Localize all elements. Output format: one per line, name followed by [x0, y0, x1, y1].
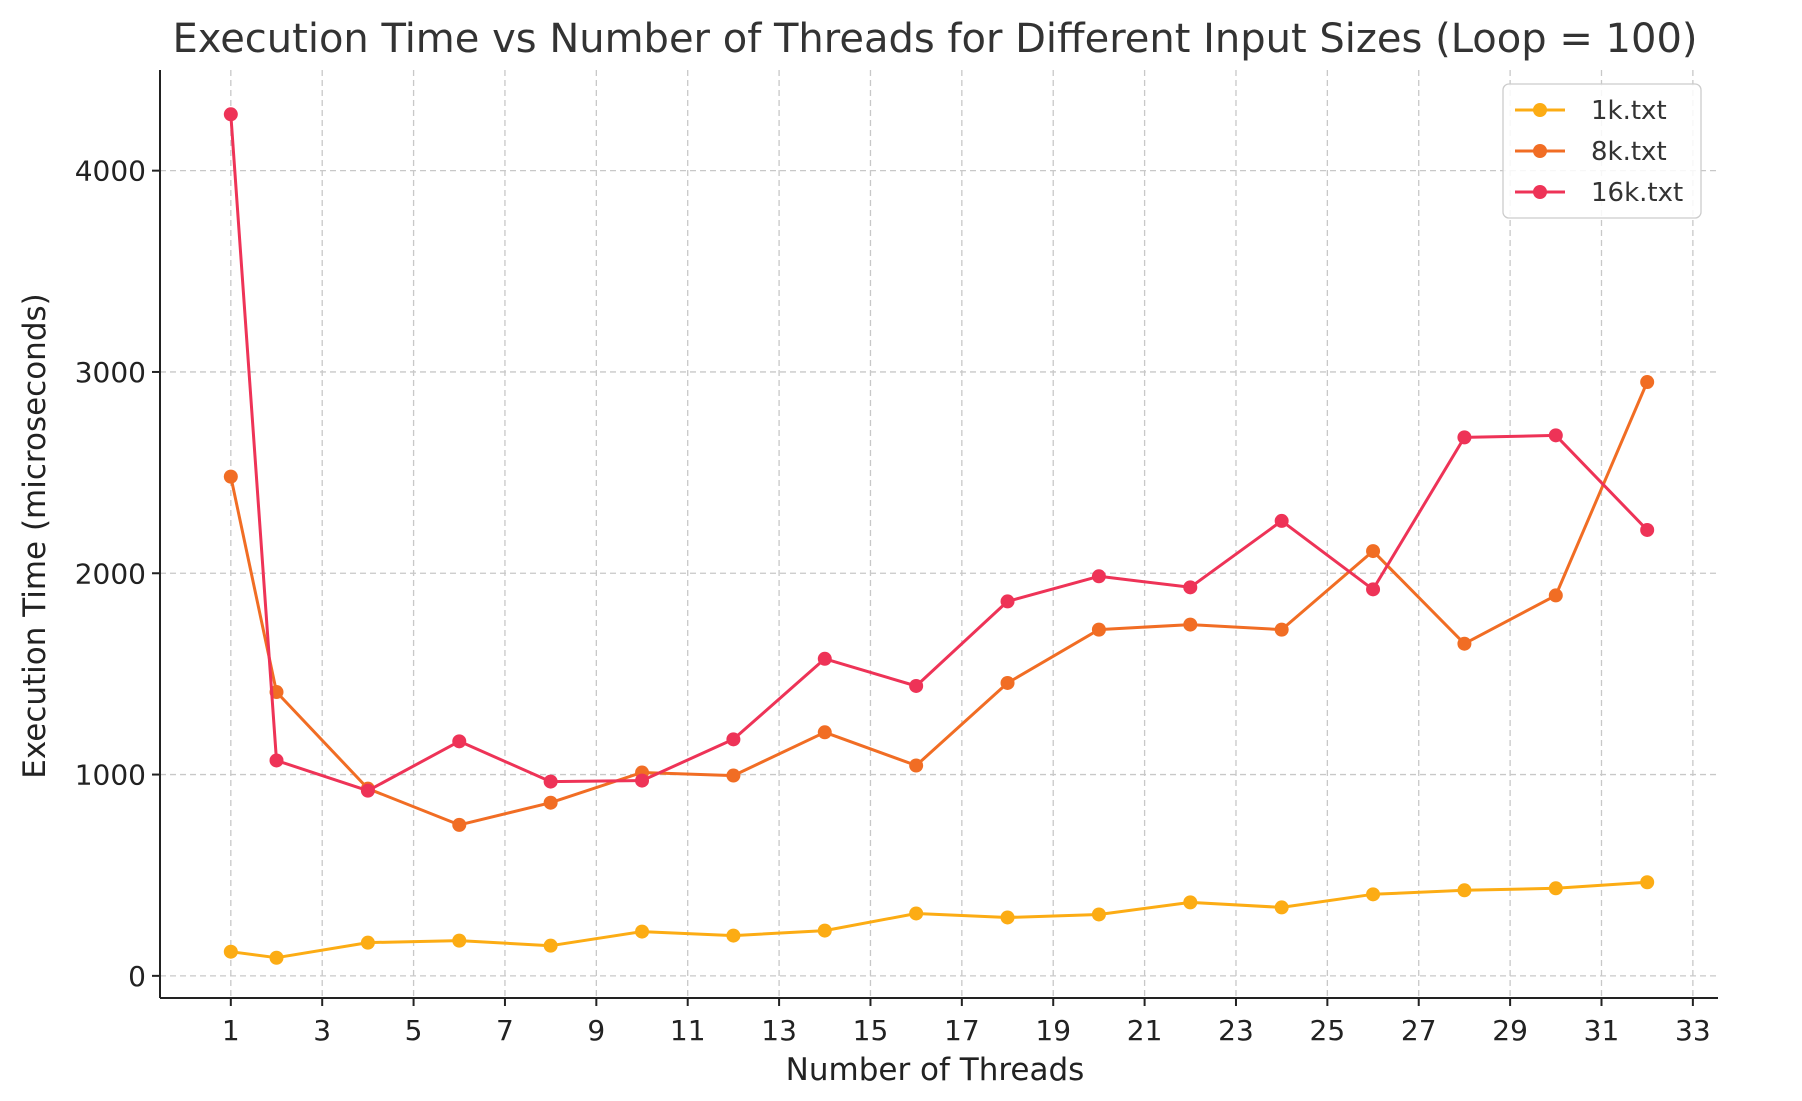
data-point [360, 935, 375, 950]
y-tick-label: 3000 [75, 356, 146, 389]
legend-item: 16k.txt [1515, 178, 1683, 208]
y-tick-label: 2000 [75, 557, 146, 590]
data-point [726, 768, 741, 783]
data-point [543, 774, 558, 789]
x-tick-label: 27 [1401, 1014, 1437, 1047]
y-tick-label: 4000 [75, 155, 146, 188]
data-point [1457, 430, 1472, 445]
chart-title: Execution Time vs Number of Threads for … [172, 16, 1697, 62]
data-point [452, 734, 467, 749]
legend-label: 8k.txt [1591, 137, 1667, 167]
data-point [1183, 580, 1198, 595]
data-point [1091, 907, 1106, 922]
data-point [269, 950, 284, 965]
data-point [1366, 582, 1381, 597]
series-line [230, 880, 1648, 960]
x-tick-label: 25 [1310, 1014, 1346, 1047]
legend-label: 1k.txt [1591, 96, 1667, 126]
data-point [726, 928, 741, 943]
series-1k.txt [223, 875, 1655, 965]
data-point [543, 938, 558, 953]
series-16k.txt [223, 107, 1655, 798]
data-point [223, 469, 238, 484]
data-point [1457, 883, 1472, 898]
x-tick-label: 29 [1492, 1014, 1528, 1047]
x-tick-label: 19 [1035, 1014, 1071, 1047]
legend-item: 8k.txt [1515, 137, 1667, 167]
data-point [1000, 594, 1015, 609]
data-point [817, 651, 832, 666]
data-point [635, 924, 650, 939]
series-8k.txt [223, 375, 1655, 832]
data-point [223, 107, 238, 122]
x-tick-label: 7 [496, 1014, 514, 1047]
axes: 1 3 5 7 9 11 13 15 17 19 21 23 25 27 29 31 3301000200030… [75, 70, 1718, 1047]
x-tick-label: 15 [853, 1014, 889, 1047]
data-point [1183, 895, 1198, 910]
y-tick-label: 1000 [75, 759, 146, 792]
x-tick-label: 1 [222, 1014, 240, 1047]
legend-swatch-marker [1533, 103, 1547, 117]
data-point [635, 773, 650, 788]
data-point [1640, 522, 1655, 537]
data-point [1640, 375, 1655, 390]
data-point [1548, 881, 1563, 896]
x-tick-label: 11 [670, 1014, 706, 1047]
data-point [452, 933, 467, 948]
legend-item: 1k.txt [1515, 96, 1667, 126]
series-line [229, 381, 1649, 827]
legend-swatch-marker [1533, 144, 1547, 158]
data-point [1091, 569, 1106, 584]
data-point [452, 817, 467, 832]
data-point [1091, 622, 1106, 637]
data-point [1548, 588, 1563, 603]
data-point [1183, 617, 1198, 632]
data-point [1366, 544, 1381, 559]
gridlines [160, 70, 1718, 998]
data-point [817, 923, 832, 938]
legend-label: 16k.txt [1591, 178, 1683, 208]
x-tick-label: 17 [944, 1014, 980, 1047]
data-point [360, 783, 375, 798]
series [223, 107, 1655, 965]
data-point [1000, 675, 1015, 690]
data-point [543, 795, 558, 810]
y-axis-label: Execution Time (microseconds) [17, 293, 53, 778]
series-line [229, 114, 1649, 793]
data-point [1366, 887, 1381, 902]
legend-box [1502, 83, 1702, 219]
data-point [1000, 910, 1015, 925]
data-point [223, 944, 238, 959]
data-point [1274, 900, 1289, 915]
legend-swatch-marker [1533, 185, 1547, 199]
data-point [1274, 622, 1289, 637]
x-tick-label: 33 [1675, 1014, 1711, 1047]
data-point [1640, 875, 1655, 890]
data-point [1548, 428, 1563, 443]
x-tick-label: 31 [1584, 1014, 1620, 1047]
x-tick-label: 5 [405, 1014, 423, 1047]
x-tick-label: 3 [313, 1014, 331, 1047]
x-axis-label: Number of Threads [786, 1052, 1085, 1088]
data-point [909, 758, 924, 773]
legend: 1k.txt 8k.txt 16k.txt [1502, 83, 1702, 219]
y-tick-label: 0 [128, 960, 146, 993]
data-point [269, 753, 284, 768]
data-point [817, 725, 832, 740]
x-tick-label: 13 [761, 1014, 797, 1047]
data-point [909, 678, 924, 693]
data-point [1274, 513, 1289, 528]
data-point [726, 732, 741, 747]
data-point [1457, 636, 1472, 651]
x-tick-label: 21 [1127, 1014, 1163, 1047]
x-tick-label: 23 [1218, 1014, 1254, 1047]
x-tick-label: 9 [587, 1014, 605, 1047]
data-point [909, 906, 924, 921]
